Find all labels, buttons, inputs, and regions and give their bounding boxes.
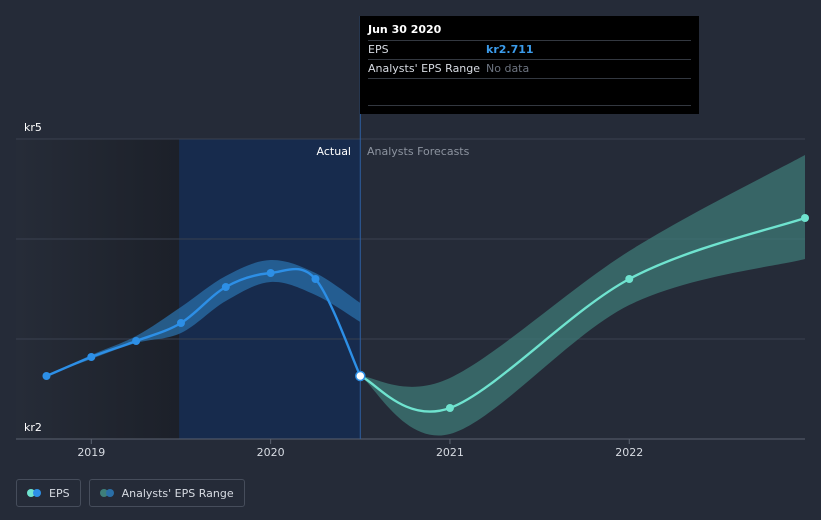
legend-range-button[interactable]: Analysts' EPS Range <box>88 479 245 507</box>
tooltip-eps-row: EPS kr2.711 <box>368 41 691 60</box>
eps-point <box>42 372 51 380</box>
tooltip-eps-value: kr2.711 <box>486 43 534 56</box>
eps-forecast-point <box>801 214 809 222</box>
legend-range-label: Analysts' EPS Range <box>121 486 234 500</box>
x-tick-label: 2019 <box>77 446 105 459</box>
eps-point <box>87 353 96 361</box>
legend: EPS Analysts' EPS Range <box>16 479 245 507</box>
y-tick-label-bottom: kr2 <box>24 421 42 434</box>
eps-point <box>132 337 141 345</box>
tooltip-range-row: Analysts' EPS Range No data <box>368 60 691 79</box>
eps-point <box>266 269 275 277</box>
legend-eps-button[interactable]: EPS <box>16 479 81 507</box>
eps-forecast-point <box>445 404 454 412</box>
actual-region-label: Actual <box>317 145 351 158</box>
forecast-region-label: Analysts Forecasts <box>367 145 470 158</box>
tooltip-range-label: Analysts' EPS Range <box>368 62 481 75</box>
eps-point <box>176 319 185 327</box>
eps-current-point <box>355 370 366 382</box>
y-tick-label-top: kr5 <box>24 121 42 134</box>
eps-point <box>311 275 320 283</box>
eps-forecast-line <box>359 216 807 413</box>
legend-eps-label: EPS <box>49 486 70 500</box>
analysts-eps-range-band <box>360 155 805 436</box>
tooltip: Jun 30 2020 EPS kr2.711 Analysts' EPS Ra… <box>360 16 699 114</box>
tooltip-date: Jun 30 2020 <box>368 22 691 41</box>
eps-point <box>221 283 230 291</box>
tooltip-divider <box>368 105 691 106</box>
eps-forecast-point <box>625 275 634 283</box>
eps-swatch-icon <box>27 489 41 497</box>
x-tick-label: 2022 <box>615 446 643 459</box>
range-swatch-icon <box>99 489 114 497</box>
past-shade <box>16 139 180 439</box>
x-tick-label: 2020 <box>257 446 285 459</box>
tooltip-eps-label: EPS <box>368 43 389 56</box>
tooltip-range-value: No data <box>486 62 530 75</box>
x-tick-label: 2021 <box>436 446 464 459</box>
